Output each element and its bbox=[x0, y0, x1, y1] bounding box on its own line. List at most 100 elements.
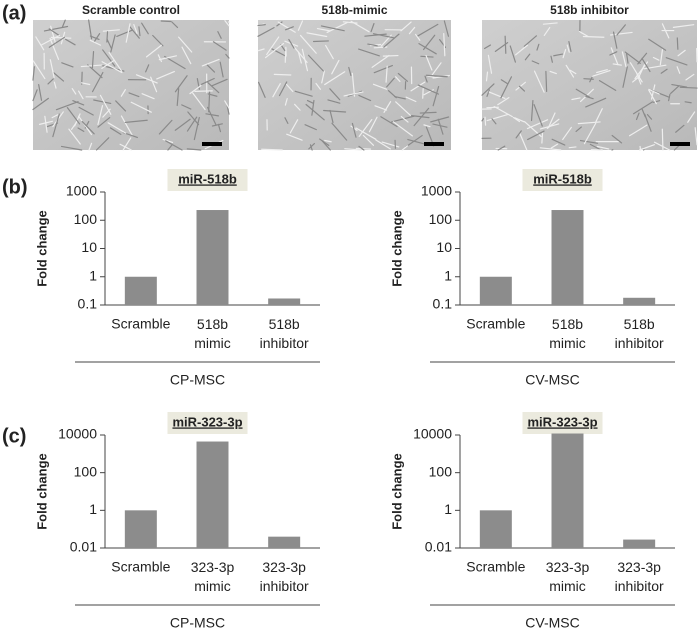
cell bbox=[371, 54, 390, 68]
cell bbox=[48, 28, 60, 36]
cell bbox=[418, 42, 437, 55]
cell bbox=[483, 44, 491, 50]
cell bbox=[152, 34, 164, 47]
cell bbox=[44, 115, 48, 133]
cell bbox=[621, 51, 627, 68]
cell bbox=[364, 33, 387, 37]
cell bbox=[211, 123, 223, 127]
cell bbox=[358, 48, 380, 57]
cell bbox=[164, 55, 186, 70]
cell bbox=[162, 138, 174, 144]
cell bbox=[319, 138, 330, 146]
cell bbox=[61, 19, 66, 28]
cell bbox=[518, 85, 526, 92]
cell bbox=[208, 91, 211, 113]
cell bbox=[373, 64, 393, 74]
cell bbox=[89, 35, 100, 41]
cell bbox=[381, 141, 400, 148]
cell bbox=[629, 62, 643, 83]
cell bbox=[616, 24, 626, 36]
bar bbox=[623, 539, 656, 548]
cell bbox=[485, 71, 489, 82]
cell bbox=[141, 93, 155, 100]
title-box bbox=[522, 169, 603, 191]
cell bbox=[660, 68, 668, 74]
cell bbox=[119, 143, 132, 151]
cell bbox=[324, 71, 346, 86]
cell bbox=[652, 100, 661, 103]
cell bbox=[541, 132, 544, 144]
cell bbox=[304, 124, 317, 131]
cell bbox=[178, 36, 193, 53]
cell bbox=[297, 51, 302, 64]
x-tick-label: 323-3p mimic bbox=[191, 559, 235, 594]
cell bbox=[60, 145, 83, 151]
cell bbox=[316, 27, 331, 32]
cell bbox=[219, 61, 224, 78]
cell bbox=[53, 81, 57, 89]
cell bbox=[694, 127, 698, 146]
cell bbox=[32, 60, 46, 80]
x-tick-label: Scramble bbox=[466, 559, 525, 575]
cell bbox=[266, 36, 280, 56]
cell bbox=[305, 103, 325, 121]
cell bbox=[486, 89, 490, 97]
y-tick-label: 10000 bbox=[413, 426, 452, 442]
cell bbox=[77, 90, 84, 100]
cell bbox=[286, 83, 294, 93]
cell bbox=[372, 83, 388, 90]
cell bbox=[562, 48, 567, 59]
cell bbox=[500, 79, 509, 85]
cell bbox=[102, 49, 116, 67]
cell bbox=[87, 64, 103, 79]
cell bbox=[672, 24, 695, 29]
bar bbox=[479, 276, 512, 305]
cell bbox=[355, 147, 372, 150]
cell bbox=[524, 53, 531, 61]
cell bbox=[51, 114, 59, 119]
y-tick-label: 0.01 bbox=[425, 539, 452, 555]
cell bbox=[358, 145, 365, 151]
cell bbox=[687, 111, 696, 123]
x-tick-label: Scramble bbox=[466, 316, 525, 332]
cell bbox=[133, 23, 138, 34]
cell bbox=[411, 115, 430, 119]
cell bbox=[47, 78, 54, 85]
cell bbox=[638, 144, 655, 151]
cell bbox=[641, 57, 651, 73]
bar bbox=[623, 297, 656, 305]
cell bbox=[355, 127, 377, 140]
cell bbox=[206, 64, 216, 73]
cell bbox=[49, 59, 55, 78]
cell bbox=[646, 114, 653, 120]
cell bbox=[342, 21, 358, 24]
cell bbox=[568, 40, 572, 53]
cell bbox=[306, 32, 328, 38]
cell bbox=[284, 98, 288, 106]
cell bbox=[125, 23, 131, 43]
cell bbox=[264, 42, 285, 59]
cell bbox=[77, 127, 85, 132]
panel-label: (b) bbox=[2, 176, 28, 198]
cell bbox=[550, 143, 559, 149]
cell bbox=[670, 85, 680, 95]
cell bbox=[72, 100, 85, 106]
cell bbox=[52, 113, 60, 138]
cell bbox=[348, 66, 352, 77]
cell bbox=[306, 99, 314, 104]
x-tick-label: 518b inhibitor bbox=[260, 316, 309, 351]
cell bbox=[80, 64, 103, 68]
cell bbox=[78, 115, 93, 136]
cell bbox=[101, 60, 115, 69]
cell bbox=[383, 101, 392, 113]
cell bbox=[97, 116, 111, 128]
cell bbox=[494, 41, 509, 52]
cell bbox=[577, 121, 601, 125]
cell bbox=[181, 46, 192, 65]
cell bbox=[609, 51, 618, 56]
cell bbox=[514, 117, 525, 123]
image-title: 518b-mimic bbox=[321, 3, 387, 17]
cell bbox=[331, 122, 348, 141]
cell bbox=[174, 118, 191, 131]
cell bbox=[578, 30, 589, 37]
